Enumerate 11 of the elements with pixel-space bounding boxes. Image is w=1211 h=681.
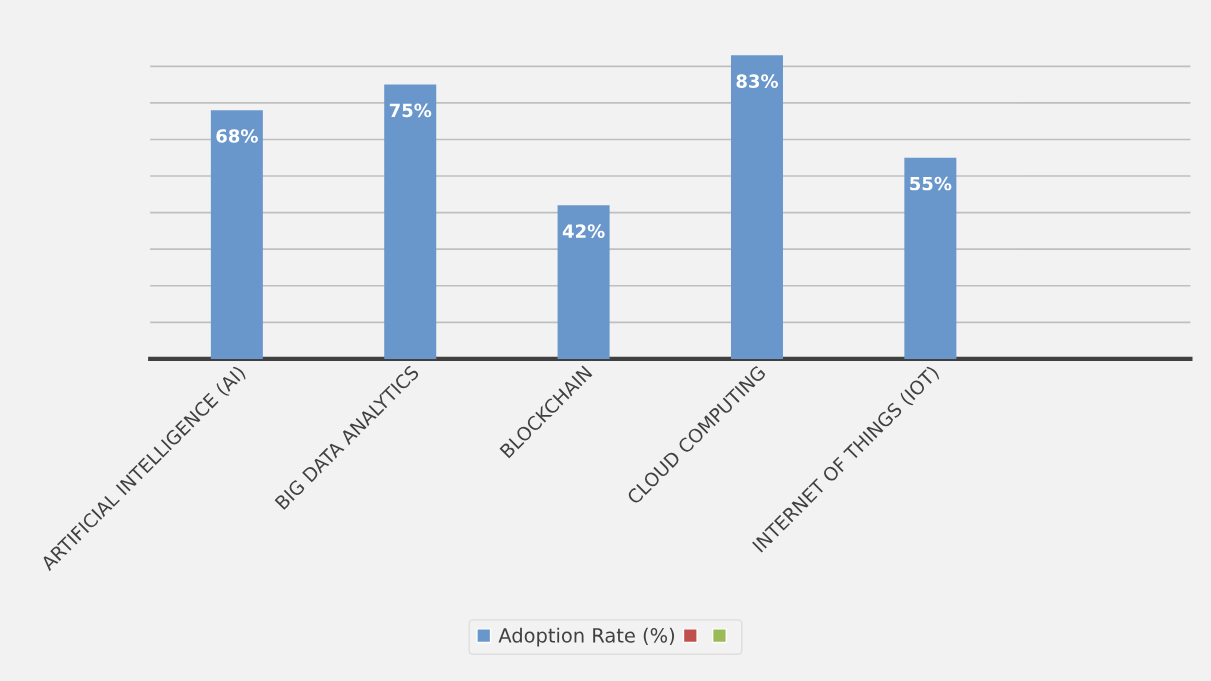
data-label: 68% [216,129,258,143]
bar [210,110,263,359]
bar [557,205,610,359]
data-label: 75% [389,103,432,118]
bar [384,84,437,359]
bar [904,157,957,359]
data-label: 83% [736,74,779,88]
legend-label: Adoption Rate (%) [498,627,675,647]
data-label: 42% [562,224,605,238]
data-label: 55% [910,176,952,191]
bar [730,55,783,359]
